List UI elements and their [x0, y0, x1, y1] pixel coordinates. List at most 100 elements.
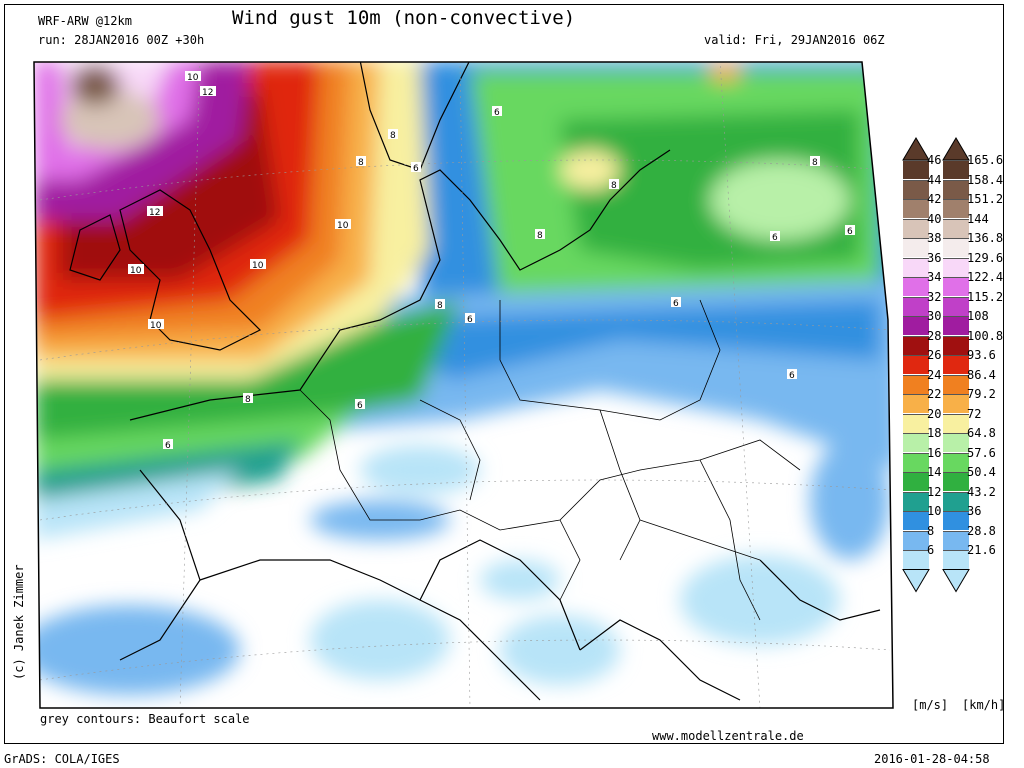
- legend-label-ms: 34: [927, 270, 942, 284]
- legend-arrow-up: [942, 137, 970, 161]
- legend-label-kmh: 36: [967, 504, 982, 518]
- legend-swatch-kmh: [943, 277, 969, 296]
- legend-swatch-kmh: [943, 335, 969, 355]
- legend-label-kmh: 64.8: [967, 426, 996, 440]
- contour-label-bg: [355, 399, 365, 409]
- legend-swatch-kmh: [943, 257, 969, 277]
- contour-label: 6: [772, 233, 778, 243]
- legend-swatch-kmh: [943, 550, 969, 569]
- legend-swatch-ms: [903, 335, 929, 355]
- legend-swatch-ms: [903, 452, 929, 472]
- legend-swatch-ms: [903, 179, 929, 199]
- legend-label-ms: 12: [927, 484, 942, 499]
- contour-label: 6: [413, 164, 419, 174]
- legend-label-kmh: 115.2: [967, 289, 1004, 304]
- contour-label-bg: [609, 179, 619, 189]
- legend-swatch-kmh: [943, 433, 969, 452]
- contour-label-bg: [200, 86, 216, 96]
- legend-swatch-kmh: [943, 394, 969, 413]
- legend-swatch-ms: [903, 413, 929, 433]
- legend-label-kmh: 158.4: [967, 172, 1004, 187]
- legend-swatch-ms: [903, 296, 929, 316]
- legend-swatch-ms: [903, 472, 929, 491]
- legend-label-kmh: 144: [967, 211, 989, 226]
- legend-label-kmh: 21.6: [967, 543, 996, 557]
- contour-label: 6: [789, 371, 795, 381]
- legend-label-ms: 24: [927, 367, 942, 382]
- run-label: run: 28JAN2016 00Z +30h: [38, 33, 205, 47]
- contour-label: 10: [337, 221, 349, 231]
- legend-swatch-ms: [903, 394, 929, 413]
- legend-swatch-kmh: [943, 160, 969, 179]
- legend-label-kmh: 165.6: [967, 153, 1004, 167]
- legend-swatch-kmh: [943, 355, 969, 374]
- timestamp-label: 2016-01-28-04:58: [874, 752, 990, 766]
- legend-swatch-kmh: [943, 491, 969, 511]
- contour-label: 8: [611, 181, 617, 191]
- legend-swatch-ms: [903, 277, 929, 296]
- contour-label: 8: [537, 231, 543, 241]
- legend-arrow-down: [942, 569, 970, 593]
- legend-label-ms: 36: [927, 250, 942, 265]
- contour-label: 8: [390, 131, 396, 141]
- legend-label-kmh: 79.2: [967, 387, 996, 401]
- copyright-label: (c) Janek Zimmer: [12, 564, 26, 680]
- contour-label-bg: [787, 369, 797, 379]
- legend-swatch-kmh: [943, 218, 969, 238]
- contour-label-bg: [356, 156, 366, 166]
- contour-label-bg: [435, 299, 445, 309]
- contour-label-bg: [243, 393, 253, 403]
- legend-label-ms: 6: [927, 543, 935, 557]
- legend-swatch-kmh: [943, 511, 969, 530]
- legend-label-ms: 10: [927, 504, 942, 518]
- contour-label-bg: [770, 231, 780, 241]
- legend-label-kmh: 122.4: [967, 270, 1004, 284]
- contour-label: 8: [358, 158, 364, 168]
- legend-swatch-kmh: [943, 374, 969, 394]
- legend-label-ms: 22: [927, 387, 942, 401]
- legend-label-ms: 38: [927, 231, 942, 245]
- graticule: [39, 62, 891, 708]
- legend-label-kmh: 50.4: [967, 465, 996, 479]
- legend-swatch-ms: [903, 433, 929, 452]
- website-label: www.modellzentrale.de: [652, 729, 804, 743]
- legend-label-ms: 42: [927, 192, 942, 206]
- contour-label: 10: [187, 73, 199, 83]
- legend-swatch-kmh: [943, 530, 969, 550]
- legend-swatch-ms: [903, 374, 929, 394]
- model-label: WRF-ARW @12km: [38, 14, 132, 28]
- legend-label-ms: 14: [927, 465, 942, 479]
- legend-label-ms: 16: [927, 445, 942, 460]
- legend-swatch-ms: [903, 530, 929, 550]
- legend-label-ms: 40: [927, 211, 942, 226]
- contour-label: 6: [847, 227, 853, 237]
- legend-label-ms: 28: [927, 328, 942, 343]
- borders: [299, 299, 801, 621]
- legend-label-ms: 20: [927, 406, 942, 421]
- legend-label-kmh: 43.2: [967, 484, 996, 499]
- contour-label-bg: [535, 229, 545, 239]
- legend-swatch-ms: [903, 511, 929, 530]
- legend-label-ms: 18: [927, 426, 942, 440]
- legend-arrow-down: [902, 569, 930, 593]
- contour-label-bg: [185, 71, 201, 81]
- legend-label-kmh: 72: [967, 406, 982, 421]
- legend-label-kmh: 151.2: [967, 192, 1004, 206]
- contour-label: 6: [165, 441, 171, 451]
- legend-swatch-ms: [903, 238, 929, 257]
- legend-swatch-kmh: [943, 316, 969, 335]
- legend-label-ms: 8: [927, 523, 935, 538]
- legend-label-kmh: 57.6: [967, 445, 996, 460]
- legend-swatch-ms: [903, 355, 929, 374]
- contour-label: 8: [245, 395, 251, 405]
- contour-label: 10: [252, 261, 264, 271]
- legend-swatch-ms: [903, 160, 929, 179]
- legend-label-kmh: 86.4: [967, 367, 996, 382]
- contour-label-bg: [845, 225, 855, 235]
- contour-label: 8: [437, 301, 443, 311]
- contour-label: 8: [812, 158, 818, 168]
- contour-label-bg: [147, 206, 163, 216]
- contour-label: 10: [150, 321, 162, 331]
